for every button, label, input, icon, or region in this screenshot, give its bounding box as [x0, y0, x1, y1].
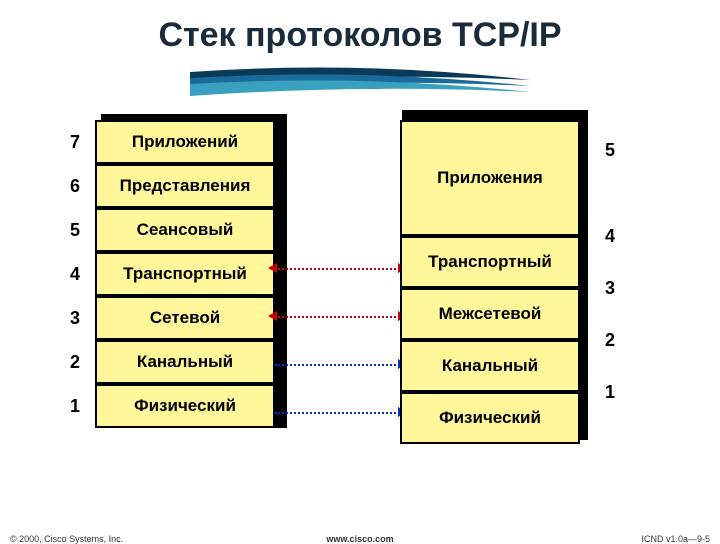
tcpip-number-4: 1 — [600, 382, 620, 403]
osi-layer-6: Физический — [95, 384, 275, 428]
osi-number-3: 4 — [65, 264, 85, 285]
tcpip-layer-4: Физический — [400, 392, 580, 444]
osi-layer-2: Сеансовый — [95, 208, 275, 252]
osi-number-5: 2 — [65, 352, 85, 373]
osi-layer-3: Транспортный — [95, 252, 275, 296]
title-swoosh — [190, 66, 530, 98]
tcpip-layer-2: Межсетевой — [400, 288, 580, 340]
tcpip-number-1: 4 — [600, 226, 620, 247]
page-title: Стек протоколов TCP/IP — [0, 16, 720, 55]
osi-number-6: 1 — [65, 396, 85, 417]
osi-number-0: 7 — [65, 132, 85, 153]
mapping-arrow-0 — [275, 268, 400, 270]
osi-number-4: 3 — [65, 308, 85, 329]
mapping-arrow-3 — [275, 412, 400, 414]
tcpip-number-3: 2 — [600, 330, 620, 351]
mapping-arrow-1 — [275, 316, 400, 318]
osi-number-1: 6 — [65, 176, 85, 197]
diagram-area: 7 6 5 4 3 2 1 ПриложенийПредставленияСеансовый… — [0, 120, 720, 500]
footer-code: ICND v1.0a—9-5 — [641, 534, 710, 544]
mapping-arrow-2 — [275, 364, 400, 366]
mapping-arrow-0-head-left — [268, 263, 277, 273]
osi-layer-1: Представления — [95, 164, 275, 208]
osi-layer-4: Сетевой — [95, 296, 275, 340]
tcpip-layer-1: Транспортный — [400, 236, 580, 288]
tcpip-layer-0: Приложения — [400, 120, 580, 236]
osi-number-2: 5 — [65, 220, 85, 241]
osi-stack: ПриложенийПредставленияСеансовыйТранспор… — [95, 120, 275, 428]
osi-layer-0: Приложений — [95, 120, 275, 164]
tcpip-stack: ПриложенияТранспортныйМежсетевойКанальны… — [400, 120, 580, 444]
tcpip-number-2: 3 — [600, 278, 620, 299]
osi-layer-5: Канальный — [95, 340, 275, 384]
footer-url: www.cisco.com — [0, 534, 720, 544]
tcpip-layer-3: Канальный — [400, 340, 580, 392]
tcpip-number-0: 5 — [600, 140, 620, 161]
mapping-arrow-1-head-left — [268, 311, 277, 321]
